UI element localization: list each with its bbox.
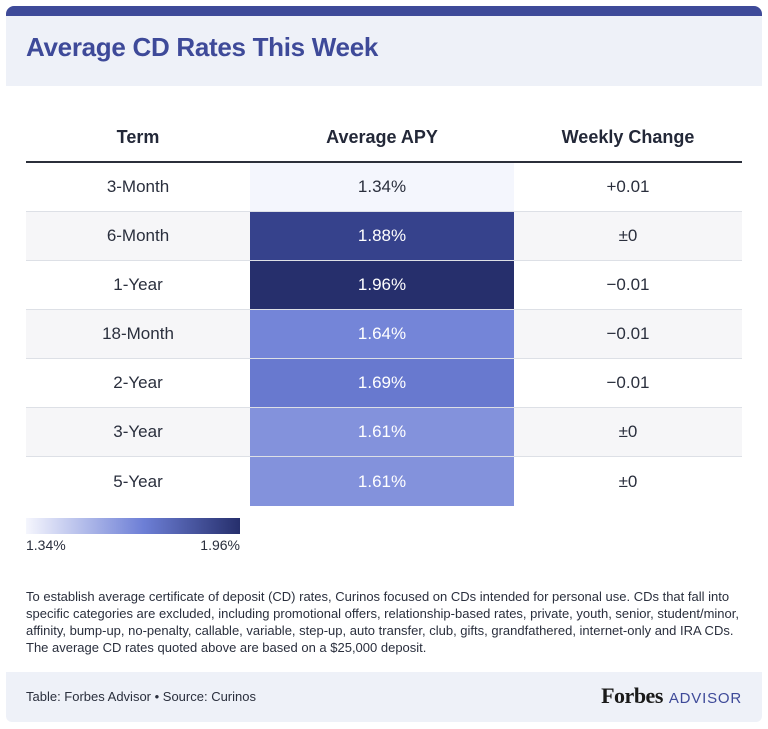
legend-min-label: 1.34% xyxy=(26,537,66,553)
page-title: Average CD Rates This Week xyxy=(26,32,379,62)
term-cell: 3-Year xyxy=(26,408,250,456)
term-cell: 18-Month xyxy=(26,310,250,358)
column-header-change: Weekly Change xyxy=(561,127,695,147)
change-cell: −0.01 xyxy=(514,310,742,358)
table-row: 18-Month 1.64% −0.01 xyxy=(26,310,742,359)
source-credit: Table: Forbes Advisor • Source: Curinos xyxy=(26,689,256,704)
column-header-apy: Average APY xyxy=(326,127,438,147)
table-row: 3-Year 1.61% ±0 xyxy=(26,408,742,457)
color-scale-legend: 1.34% 1.96% xyxy=(26,518,240,553)
color-scale-bar xyxy=(26,518,240,534)
apy-cell: 1.64% xyxy=(250,310,514,358)
apy-cell: 1.69% xyxy=(250,359,514,407)
apy-cell: 1.61% xyxy=(250,408,514,456)
top-accent-bar xyxy=(6,6,762,18)
column-header-term: Term xyxy=(116,127,160,147)
table-row: 6-Month 1.88% ±0 xyxy=(26,212,742,261)
term-cell: 5-Year xyxy=(113,471,163,491)
term-cell: 3-Month xyxy=(106,177,170,196)
change-cell: ±0 xyxy=(514,212,742,260)
cd-rates-table: Term Average APY Weekly Change 3-Month 1… xyxy=(26,114,742,506)
forbes-advisor-logo: Forbes ADVISOR xyxy=(601,683,742,709)
apy-cell: 1.61% xyxy=(250,457,514,506)
term-cell: 2-Year xyxy=(113,373,163,392)
table-row: 5-Year 1.61% ±0 xyxy=(26,457,742,506)
apy-cell: 1.88% xyxy=(250,212,514,260)
header: Average CD Rates This Week xyxy=(6,16,762,86)
brand-forbes-text: Forbes xyxy=(601,683,663,708)
change-cell: +0.01 xyxy=(606,177,650,196)
term-cell: 6-Month xyxy=(26,212,250,260)
color-scale-labels: 1.34% 1.96% xyxy=(26,537,240,553)
methodology-footnote: To establish average certificate of depo… xyxy=(26,589,739,655)
footer: Table: Forbes Advisor • Source: Curinos … xyxy=(6,672,762,722)
brand-advisor-text: ADVISOR xyxy=(668,690,742,707)
change-cell: ±0 xyxy=(514,408,742,456)
change-cell: −0.01 xyxy=(606,373,650,392)
table-row: 2-Year 1.69% −0.01 xyxy=(26,359,742,408)
table-row: 3-Month 1.34% +0.01 xyxy=(26,163,742,212)
table-header: Term Average APY Weekly Change xyxy=(26,114,742,163)
change-cell: −0.01 xyxy=(606,275,650,294)
apy-cell: 1.34% xyxy=(250,163,514,211)
term-cell: 1-Year xyxy=(113,275,163,294)
change-cell: ±0 xyxy=(618,471,638,491)
legend-max-label: 1.96% xyxy=(200,537,240,553)
table-row: 1-Year 1.96% −0.01 xyxy=(26,261,742,310)
apy-cell: 1.96% xyxy=(250,261,514,309)
